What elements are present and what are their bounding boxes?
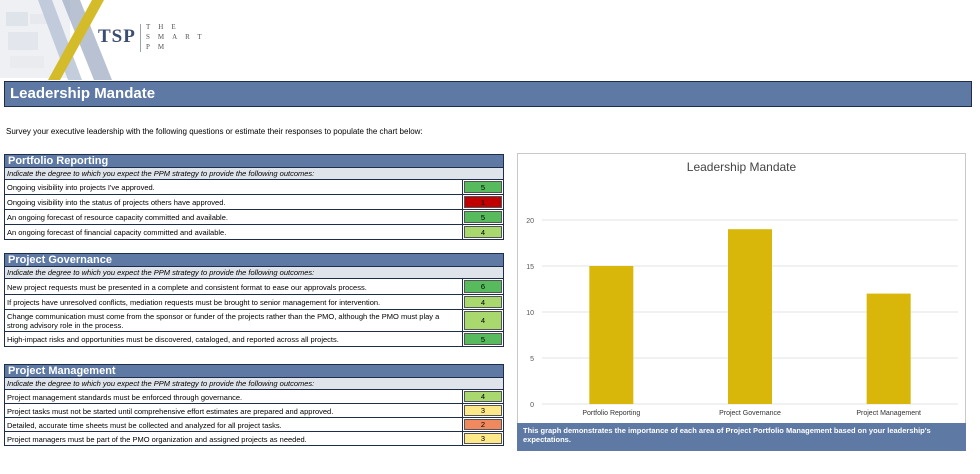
row-text: New project requests must be presented i…	[5, 279, 463, 294]
logo-divider	[140, 24, 141, 52]
section-title: Project Governance	[4, 253, 504, 267]
logo-graphic	[0, 0, 112, 80]
bar-chart: 0 5 10 15 20 Portfolio Reporting Project Gover…	[526, 218, 958, 417]
score-cell[interactable]: 4	[464, 311, 502, 330]
score-cell[interactable]: 2	[464, 419, 502, 430]
table-row: An ongoing forecast of financial capacit…	[4, 225, 504, 240]
row-text: Project management standards must be enf…	[5, 390, 463, 403]
score-cell[interactable]: 4	[464, 226, 502, 238]
y-tick-label: 0	[530, 402, 534, 409]
section-title: Portfolio Reporting	[4, 154, 504, 168]
page-title: Leadership Mandate	[4, 81, 972, 107]
table-row: High-impact risks and opportunities must…	[4, 332, 504, 347]
bar	[728, 229, 772, 404]
score-cell[interactable]: 3	[464, 405, 502, 416]
score-cell[interactable]: 4	[464, 391, 502, 402]
table-row: Project tasks must not be started until …	[4, 404, 504, 418]
intro-text: Survey your executive leadership with th…	[6, 127, 423, 136]
logo-tagline: THE SMART PM	[146, 23, 210, 51]
section-subtitle: Indicate the degree to which you expect …	[4, 168, 504, 180]
section-portfolio-reporting: Portfolio Reporting Indicate the degree …	[4, 154, 504, 240]
x-tick-label: Project Management	[856, 410, 921, 417]
row-text: Project managers must be part of the PMO…	[5, 432, 463, 445]
bar	[866, 293, 911, 404]
score-cell[interactable]: 5	[464, 333, 502, 345]
table-row: Project managers must be part of the PMO…	[4, 432, 504, 446]
score-cell[interactable]: 6	[464, 280, 502, 293]
score-cell[interactable]: 1	[464, 196, 502, 208]
chart-container: Leadership Mandate 0 5 10 15 20 Portfolio Rep…	[517, 153, 966, 451]
score-cell[interactable]: 5	[464, 181, 502, 193]
row-text: If projects have unresolved conflicts, m…	[5, 295, 463, 309]
row-text: Detailed, accurate time sheets must be c…	[5, 418, 463, 431]
section-project-governance: Project Governance Indicate the degree t…	[4, 253, 504, 347]
row-text: Ongoing visibility into the status of pr…	[5, 195, 463, 209]
section-subtitle: Indicate the degree to which you expect …	[4, 378, 504, 390]
row-text: Change communication must come from the …	[5, 310, 463, 331]
score-cell[interactable]: 3	[464, 433, 502, 444]
table-row: Ongoing visibility into the status of pr…	[4, 195, 504, 210]
y-tick-label: 10	[526, 310, 534, 317]
table-row: New project requests must be presented i…	[4, 279, 504, 295]
bar	[589, 266, 634, 404]
logo-mark: TSP	[98, 26, 136, 47]
x-tick-label: Portfolio Reporting	[582, 410, 640, 417]
table-row: Project management standards must be enf…	[4, 390, 504, 404]
row-text: An ongoing forecast of financial capacit…	[5, 225, 463, 239]
chart-title: Leadership Mandate	[686, 160, 797, 174]
score-cell[interactable]: 5	[464, 211, 502, 223]
row-text: Ongoing visibility into projects I've ap…	[5, 180, 463, 194]
score-cell[interactable]: 4	[464, 296, 502, 308]
section-project-management: Project Management Indicate the degree t…	[4, 364, 504, 446]
y-tick-label: 5	[530, 356, 534, 363]
chart-caption: This graph demonstrates the importance o…	[517, 423, 966, 451]
table-row: An ongoing forecast of resource capacity…	[4, 210, 504, 225]
y-tick-label: 15	[526, 264, 534, 271]
section-title: Project Management	[4, 364, 504, 378]
row-text: High-impact risks and opportunities must…	[5, 332, 463, 346]
table-row: Detailed, accurate time sheets must be c…	[4, 418, 504, 432]
table-row: Change communication must come from the …	[4, 310, 504, 332]
row-text: An ongoing forecast of resource capacity…	[5, 210, 463, 224]
x-tick-label: Project Governance	[719, 410, 781, 417]
row-text: Project tasks must not be started until …	[5, 404, 463, 417]
table-row: Ongoing visibility into projects I've ap…	[4, 180, 504, 195]
table-row: If projects have unresolved conflicts, m…	[4, 295, 504, 310]
section-subtitle: Indicate the degree to which you expect …	[4, 267, 504, 279]
company-logo: TSP THE SMART PM	[0, 0, 220, 80]
y-tick-label: 20	[526, 218, 534, 225]
